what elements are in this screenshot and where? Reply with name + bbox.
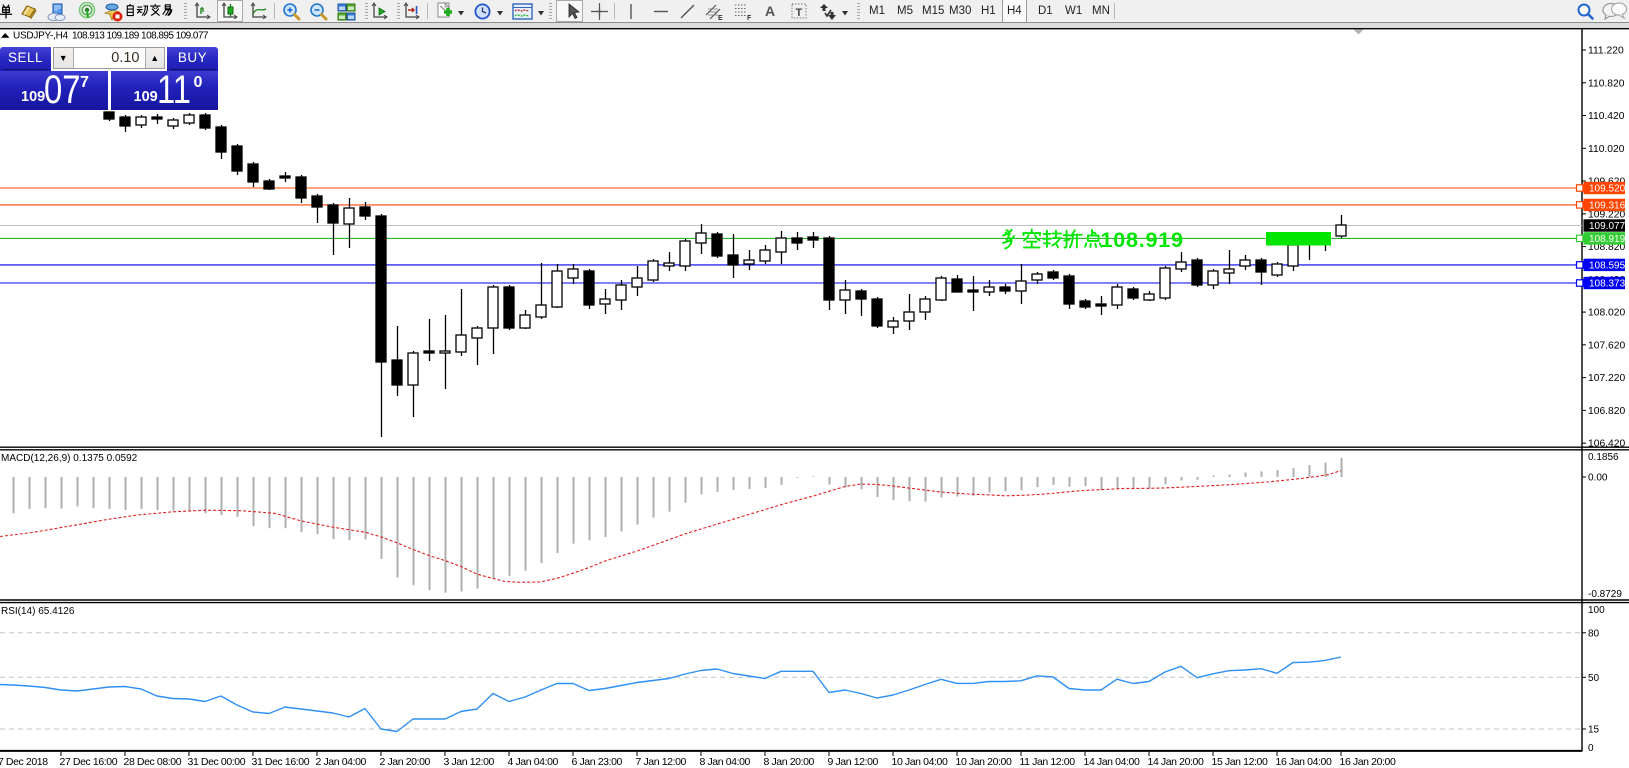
- svg-text:106.420: 106.420: [1588, 439, 1625, 450]
- svg-text:110.820: 110.820: [1588, 78, 1625, 89]
- svg-text:2 Jan 20:00: 2 Jan 20:00: [380, 756, 431, 768]
- svg-text:109.520: 109.520: [1589, 184, 1626, 195]
- svg-text:108.373: 108.373: [1589, 279, 1626, 290]
- svg-text:100: 100: [1588, 605, 1605, 616]
- svg-text:9 Jan 12:00: 9 Jan 12:00: [828, 756, 879, 768]
- svg-text:E: E: [718, 15, 723, 22]
- svg-text:15 Jan 12:00: 15 Jan 12:00: [1212, 756, 1268, 768]
- svg-text:RSI(14) 65.4126: RSI(14) 65.4126: [1, 606, 75, 617]
- svg-text:3 Jan 12:00: 3 Jan 12:00: [444, 756, 495, 768]
- svg-text:F: F: [747, 15, 752, 22]
- svg-text:108.020: 108.020: [1588, 308, 1625, 319]
- svg-text:0.00: 0.00: [1588, 473, 1608, 484]
- svg-text:14 Jan 20:00: 14 Jan 20:00: [1148, 756, 1204, 768]
- svg-text:4 Jan 04:00: 4 Jan 04:00: [508, 756, 559, 768]
- svg-text:108.919: 108.919: [1589, 234, 1626, 245]
- svg-text:0: 0: [1588, 743, 1594, 754]
- svg-text:108.595: 108.595: [1589, 260, 1626, 271]
- svg-text:11 Jan 12:00: 11 Jan 12:00: [1020, 756, 1076, 768]
- svg-text:15: 15: [1588, 725, 1600, 736]
- svg-text:109.316: 109.316: [1589, 200, 1626, 211]
- svg-text:110.020: 110.020: [1588, 144, 1625, 155]
- svg-text:MACD(12,26,9) 0.1375 0.0592: MACD(12,26,9) 0.1375 0.0592: [1, 453, 138, 464]
- svg-text:16 Jan 04:00: 16 Jan 04:00: [1276, 756, 1332, 768]
- svg-text:10 Jan 20:00: 10 Jan 20:00: [956, 756, 1012, 768]
- svg-text:16 Jan 20:00: 16 Jan 20:00: [1340, 756, 1396, 768]
- svg-text:T: T: [796, 7, 803, 19]
- svg-text:27 Dec 16:00: 27 Dec 16:00: [60, 756, 118, 768]
- svg-text:110.420: 110.420: [1588, 111, 1625, 122]
- svg-text:USDJPY-,H4: USDJPY-,H4: [13, 31, 69, 42]
- svg-text:107.620: 107.620: [1588, 340, 1625, 351]
- svg-text:31 Dec 16:00: 31 Dec 16:00: [252, 756, 310, 768]
- svg-text:10 Jan 04:00: 10 Jan 04:00: [892, 756, 948, 768]
- svg-text:31 Dec 00:00: 31 Dec 00:00: [188, 756, 246, 768]
- svg-text:109.220: 109.220: [1588, 209, 1625, 220]
- svg-text:-0.8729: -0.8729: [1588, 589, 1622, 600]
- svg-text:0.1856: 0.1856: [1588, 452, 1619, 463]
- svg-text:6 Jan 23:00: 6 Jan 23:00: [572, 756, 623, 768]
- svg-text:8 Jan 20:00: 8 Jan 20:00: [764, 756, 815, 768]
- svg-text:50: 50: [1588, 673, 1600, 684]
- svg-text:109.077: 109.077: [1589, 221, 1626, 232]
- svg-text:108.820: 108.820: [1588, 242, 1625, 253]
- svg-text:108.913 109.189 108.895 109.07: 108.913 109.189 108.895 109.077: [72, 31, 209, 42]
- svg-text:8 Jan 04:00: 8 Jan 04:00: [700, 756, 751, 768]
- svg-text:108.919: 108.919: [1101, 228, 1184, 252]
- svg-text:111.220: 111.220: [1588, 46, 1624, 57]
- svg-text:107.220: 107.220: [1588, 373, 1625, 384]
- svg-text:106.820: 106.820: [1588, 406, 1625, 417]
- svg-text:14 Jan 04:00: 14 Jan 04:00: [1084, 756, 1140, 768]
- svg-text:2 Jan 04:00: 2 Jan 04:00: [316, 756, 367, 768]
- svg-text:80: 80: [1588, 628, 1600, 639]
- svg-text:28 Dec 08:00: 28 Dec 08:00: [124, 756, 182, 768]
- svg-text:7 Jan 12:00: 7 Jan 12:00: [636, 756, 687, 768]
- svg-text:27 Dec 2018: 27 Dec 2018: [0, 756, 48, 768]
